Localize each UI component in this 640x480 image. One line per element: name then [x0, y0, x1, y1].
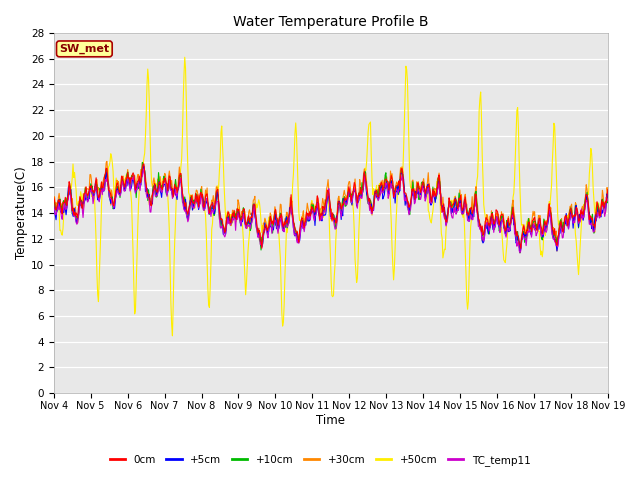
- Text: SW_met: SW_met: [60, 44, 109, 54]
- Legend: 0cm, +5cm, +10cm, +30cm, +50cm, TC_temp11: 0cm, +5cm, +10cm, +30cm, +50cm, TC_temp1…: [106, 451, 534, 470]
- X-axis label: Time: Time: [316, 414, 346, 427]
- Title: Water Temperature Profile B: Water Temperature Profile B: [233, 15, 429, 29]
- Y-axis label: Temperature(C): Temperature(C): [15, 167, 28, 259]
